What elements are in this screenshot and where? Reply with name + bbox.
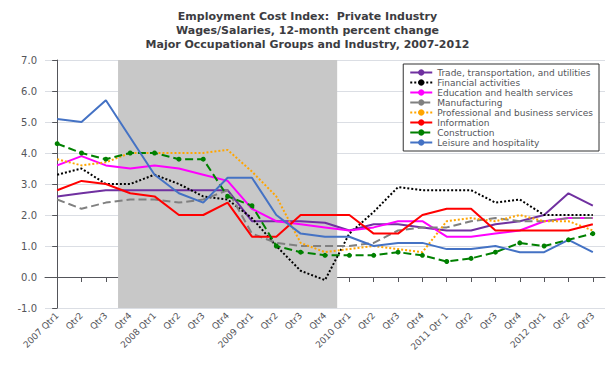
svg-text:4.0: 4.0 (21, 148, 37, 159)
svg-text:Qtr3: Qtr3 (283, 310, 304, 331)
svg-text:Qtr3: Qtr3 (478, 310, 499, 331)
svg-text:Qtr4: Qtr4 (307, 310, 328, 331)
svg-text:2.0: 2.0 (21, 210, 37, 221)
svg-text:Qtr4: Qtr4 (113, 310, 134, 331)
svg-text:Qtr2: Qtr2 (356, 310, 377, 331)
svg-text:Qtr2: Qtr2 (161, 310, 182, 331)
svg-text:6.0: 6.0 (21, 86, 37, 97)
svg-text:2007 Qtr1: 2007 Qtr1 (21, 310, 60, 349)
svg-text:Education and health services: Education and health services (437, 88, 573, 98)
svg-text:Professional and business serv: Professional and business services (437, 108, 593, 118)
svg-text:0.0: 0.0 (21, 272, 37, 283)
svg-text:Qtr2: Qtr2 (259, 310, 280, 331)
svg-text:Qtr3: Qtr3 (380, 310, 401, 331)
svg-text:Trade, transportation, and uti: Trade, transportation, and utilities (436, 68, 591, 78)
svg-text:Qtr4: Qtr4 (502, 310, 523, 331)
svg-text:Major Occupational Groups and: Major Occupational Groups and Industry, … (146, 38, 470, 51)
svg-text:Information: Information (437, 118, 489, 128)
svg-text:2009 Qtr1: 2009 Qtr1 (216, 310, 255, 349)
svg-text:Qtr3: Qtr3 (88, 310, 109, 331)
svg-text:5.0: 5.0 (21, 117, 37, 128)
svg-text:Wages/Salaries, 12-month perce: Wages/Salaries, 12-month percent change (176, 24, 439, 37)
svg-text:Leisure and hospitality: Leisure and hospitality (437, 138, 540, 148)
svg-text:Qtr2: Qtr2 (453, 310, 474, 331)
svg-text:Qtr4: Qtr4 (210, 310, 231, 331)
svg-text:2011 Qtr 1: 2011 Qtr 1 (409, 310, 450, 351)
svg-text:Financial activities: Financial activities (437, 78, 520, 88)
svg-text:Employment Cost Index: Privat: Employment Cost Index: Private Industry (178, 10, 437, 23)
svg-text:Qtr3: Qtr3 (575, 310, 596, 331)
svg-text:2010 Qtr1: 2010 Qtr1 (313, 310, 352, 349)
svg-text:7.0: 7.0 (21, 55, 37, 66)
svg-text:3.0: 3.0 (21, 179, 37, 190)
svg-text:Qtr3: Qtr3 (186, 310, 207, 331)
svg-text:-1.0: -1.0 (17, 303, 37, 314)
svg-text:Qtr4: Qtr4 (405, 310, 426, 331)
svg-text:Qtr2: Qtr2 (64, 310, 85, 331)
svg-text:2008 Qtr1: 2008 Qtr1 (119, 310, 158, 349)
svg-text:Construction: Construction (437, 128, 494, 138)
svg-text:1.0: 1.0 (21, 241, 37, 252)
svg-text:2012 Qtr1: 2012 Qtr1 (508, 310, 547, 349)
svg-text:Manufacturing: Manufacturing (437, 98, 502, 108)
svg-text:Qtr2: Qtr2 (551, 310, 572, 331)
